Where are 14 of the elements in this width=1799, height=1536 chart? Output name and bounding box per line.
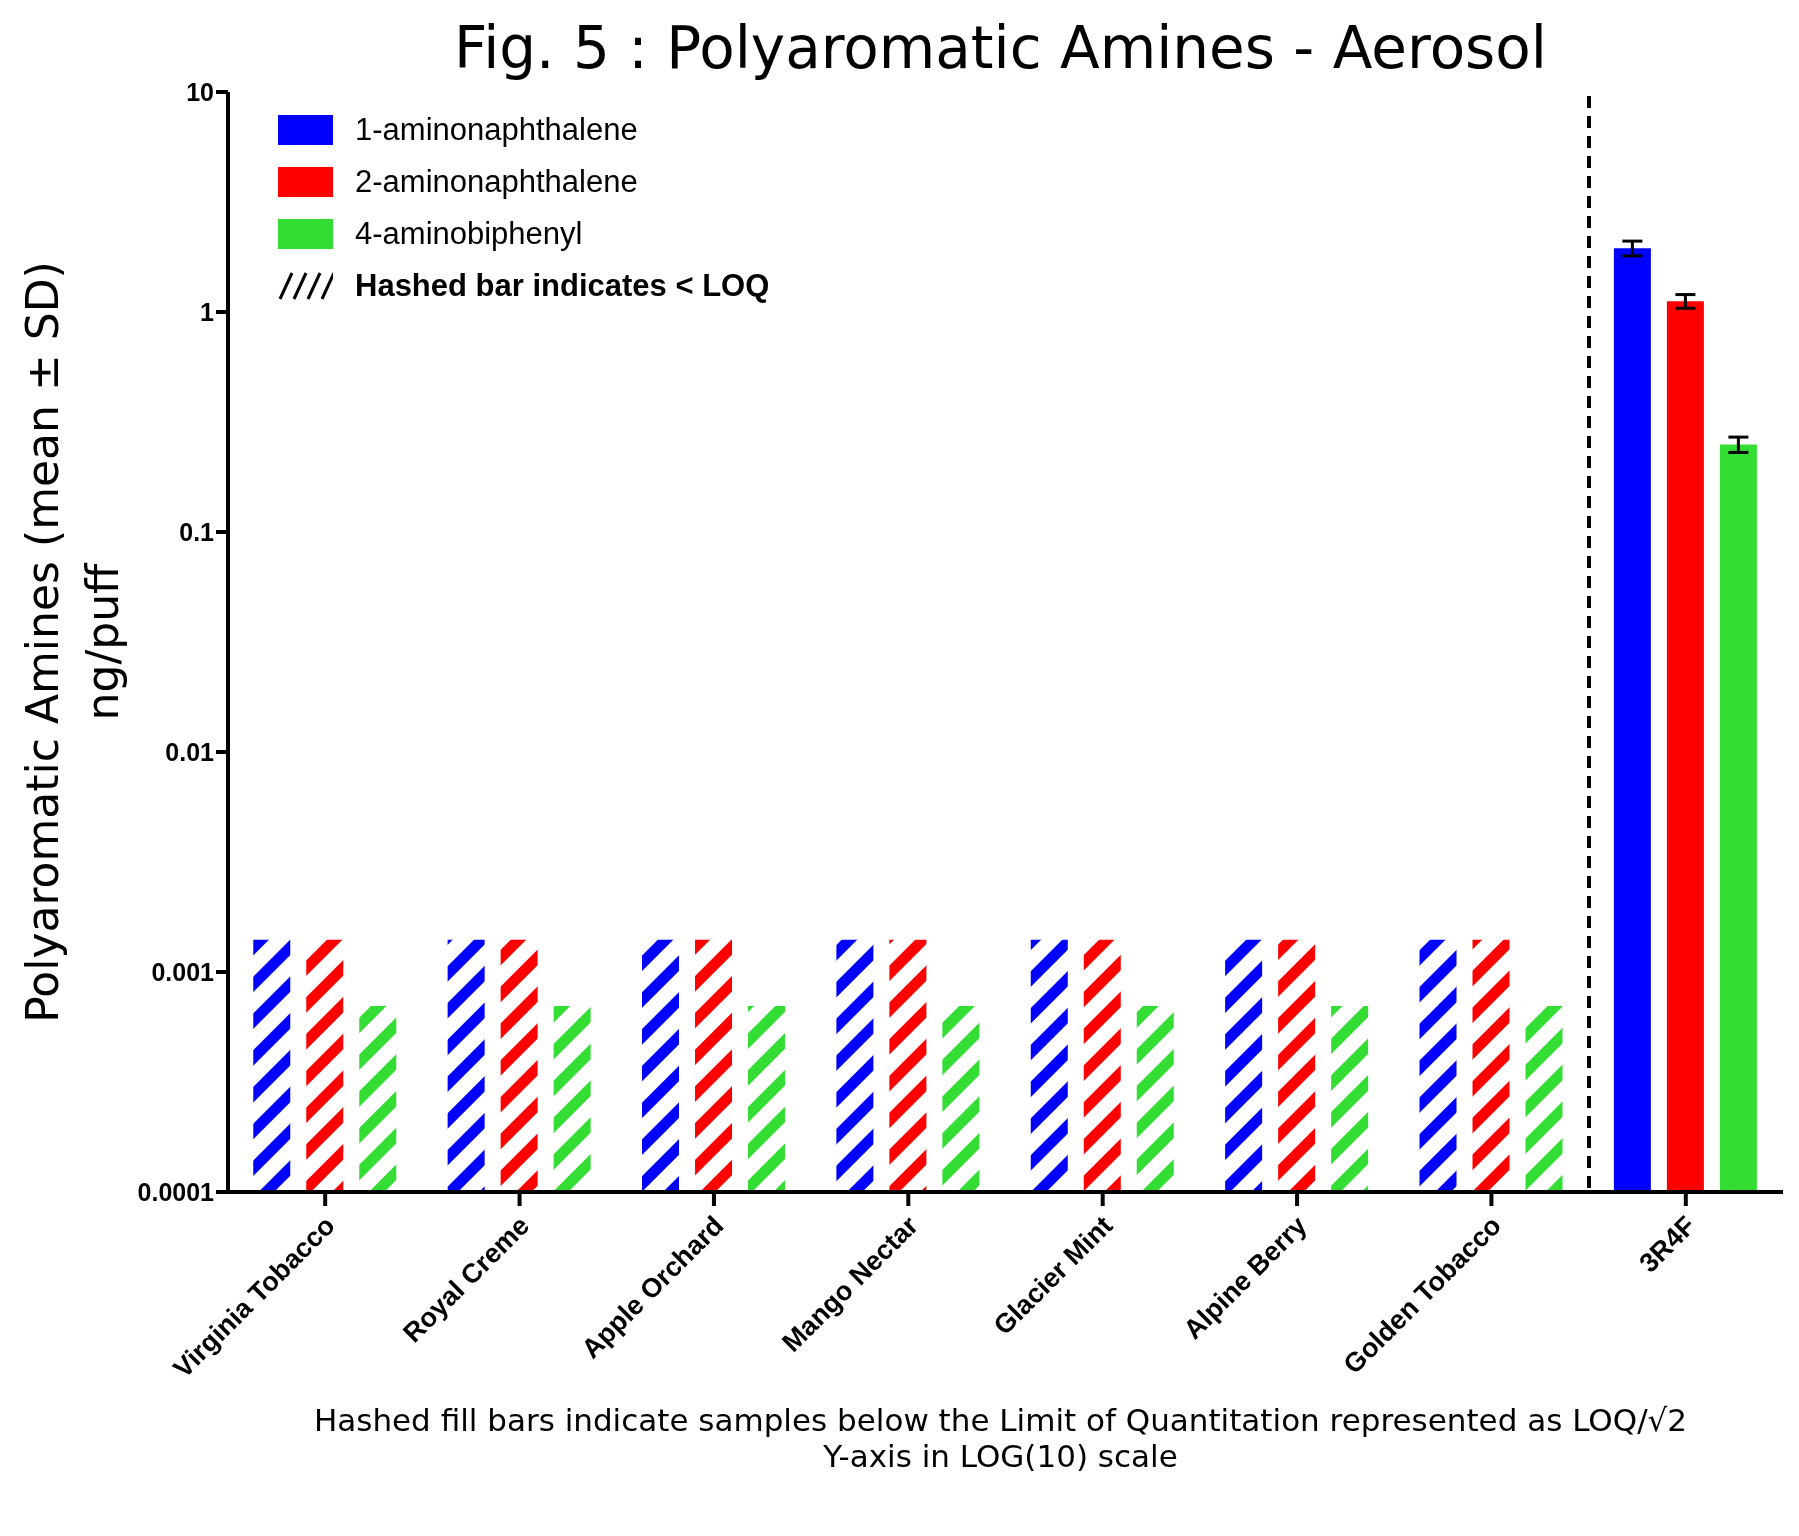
chart-title: Fig. 5 : Polyaromatic Amines - Aerosol bbox=[454, 14, 1547, 82]
y-tick-label: 1 bbox=[200, 297, 215, 326]
y-tick-label: 0.01 bbox=[165, 737, 215, 766]
legend-label: 1-aminonaphthalene bbox=[355, 112, 638, 148]
legend-label: 2-aminonaphthalene bbox=[355, 164, 638, 200]
legend-label: 4-aminobiphenyl bbox=[355, 216, 583, 252]
text: Y-axis in LOG(10) scale bbox=[822, 1438, 1179, 1474]
y-tick-label: 0.001 bbox=[151, 957, 215, 986]
y-tick-label: 0.1 bbox=[179, 517, 215, 546]
text: Hashed fill bars indicate samples below the Limit of Quantitation represented as LOQ/√2 bbox=[312, 1402, 1689, 1438]
y-axis-title: Polyaromatic Amines (mean ± SD) ng/puff bbox=[17, 261, 128, 1023]
annotation: Hashed bar indicates < LOQ bbox=[355, 268, 770, 304]
y-tick-label: 0.0001 bbox=[137, 1177, 215, 1206]
y-tick-label: 10 bbox=[186, 77, 214, 106]
